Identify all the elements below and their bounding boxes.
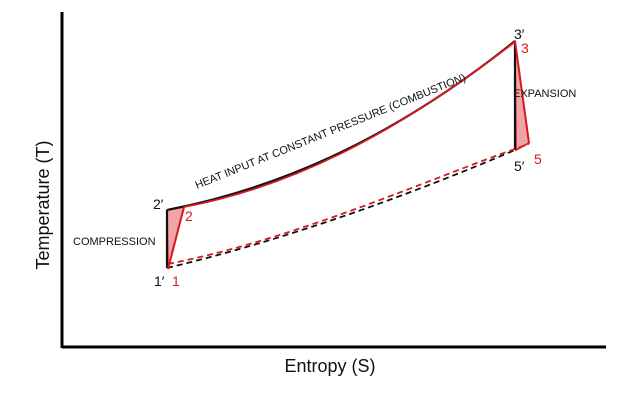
actual-heat-rejection-curve	[167, 143, 530, 265]
x-axis-label: Entropy (S)	[284, 356, 375, 376]
point-3-label: 3	[521, 40, 529, 56]
ideal-heat-rejection-curve	[166, 149, 516, 269]
point-3-prime-label: 3′	[514, 26, 525, 42]
compression-label: COMPRESSION	[73, 236, 156, 248]
point-5-label: 5	[534, 151, 542, 167]
actual-heat-input-curve	[183, 40, 517, 208]
point-1-prime-label: 1′	[154, 273, 165, 289]
heat-input-label: HEAT INPUT AT CONSTANT PRESSURE (COMBUST…	[194, 72, 468, 192]
point-2-prime-label: 2′	[153, 196, 164, 212]
expansion-label: EXPANSION	[513, 88, 576, 100]
point-2-label: 2	[185, 208, 193, 224]
point-1-label: 1	[172, 273, 180, 289]
actual-expansion-line	[514, 40, 530, 144]
y-axis-label: Temperature (T)	[33, 140, 53, 269]
point-5-prime-label: 5′	[514, 158, 525, 174]
actual-compression-line	[167, 206, 185, 270]
